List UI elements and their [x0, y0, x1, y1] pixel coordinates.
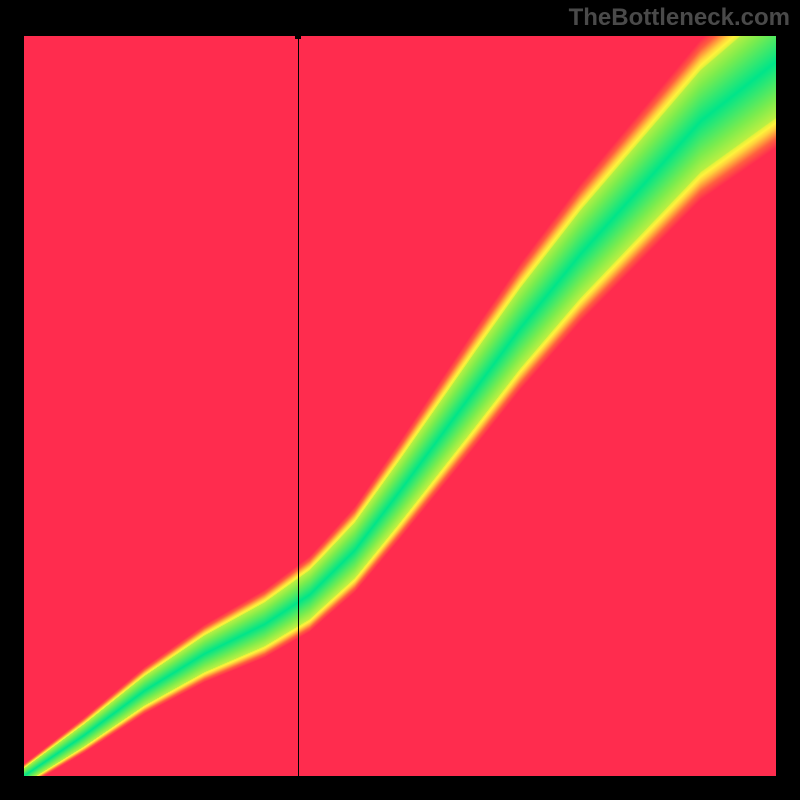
watermark-text: TheBottleneck.com — [569, 4, 790, 32]
vertical-marker-line — [298, 36, 299, 776]
heatmap-canvas — [24, 36, 776, 776]
vertical-marker-tick — [295, 33, 301, 39]
heatmap-plot — [24, 36, 776, 776]
